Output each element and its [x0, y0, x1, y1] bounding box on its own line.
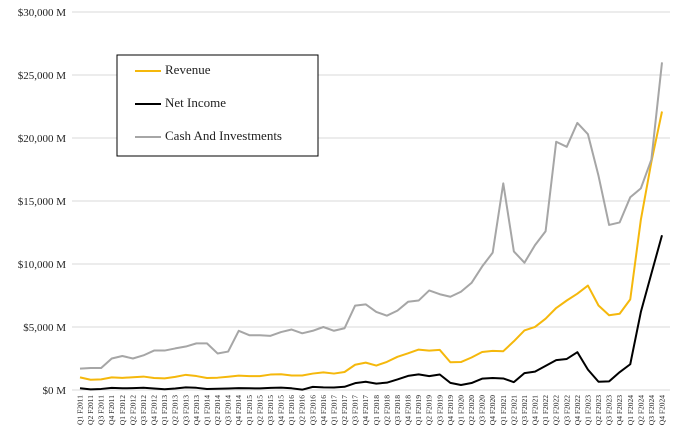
x-tick-label: Q4 F2021 — [531, 395, 540, 425]
x-tick-label: Q1 F2014 — [202, 395, 211, 425]
x-tick-label: Q3 F2017 — [351, 395, 360, 425]
x-tick-label: Q2 F2013 — [171, 395, 180, 425]
x-tick-label: Q4 F2018 — [404, 395, 413, 425]
x-tick-label: Q4 F2020 — [488, 395, 497, 425]
x-tick-label: Q1 F2021 — [499, 395, 508, 425]
x-tick-label: Q4 F2023 — [615, 395, 624, 425]
y-tick-label: $15,000 M — [18, 196, 67, 208]
x-tick-label: Q1 F2024 — [626, 395, 635, 425]
x-tick-label: Q1 F2015 — [245, 395, 254, 425]
x-tick-label: Q2 F2021 — [509, 395, 518, 425]
x-tick-label: Q1 F2016 — [287, 395, 296, 425]
legend-label: Cash And Investments — [165, 128, 282, 143]
x-tick-label: Q1 F2020 — [456, 395, 465, 425]
x-tick-label: Q1 F2022 — [541, 395, 550, 425]
x-tick-label: Q4 F2022 — [573, 395, 582, 425]
x-tick-label: Q1 F2013 — [160, 395, 169, 425]
x-tick-label: Q3 F2023 — [605, 395, 614, 425]
legend-label: Net Income — [165, 95, 226, 110]
x-tick-label: Q3 F2021 — [520, 395, 529, 425]
x-tick-label: Q2 F2012 — [128, 395, 137, 425]
y-tick-label: $25,000 M — [18, 70, 67, 82]
x-tick-label: Q3 F2013 — [181, 395, 190, 425]
x-tick-label: Q1 F2023 — [583, 395, 592, 425]
x-tick-label: Q4 F2014 — [234, 395, 243, 425]
x-tick-label: Q4 F2019 — [446, 395, 455, 425]
series-line — [79, 111, 663, 381]
series-line — [79, 62, 663, 370]
y-tick-label: $0 M — [42, 385, 66, 397]
x-tick-label: Q2 F2024 — [636, 395, 645, 425]
x-tick-label: Q1 F2017 — [329, 395, 338, 425]
x-tick-label: Q2 F2022 — [552, 395, 561, 425]
x-tick-label: Q3 F2014 — [224, 395, 233, 425]
x-tick-label: Q4 F2011 — [107, 395, 116, 425]
x-tick-label: Q3 F2015 — [266, 395, 275, 425]
x-tick-label: Q1 F2012 — [118, 395, 127, 425]
y-tick-label: $20,000 M — [18, 133, 67, 145]
x-tick-label: Q2 F2020 — [467, 395, 476, 425]
x-tick-label: Q4 F2012 — [150, 395, 159, 425]
x-tick-label: Q1 F2011 — [76, 395, 85, 425]
x-tick-label: Q2 F2019 — [425, 395, 434, 425]
x-tick-label: Q3 F2022 — [562, 395, 571, 425]
series-line — [79, 234, 663, 391]
x-tick-label: Q2 F2015 — [255, 395, 264, 425]
x-tick-label: Q3 F2018 — [393, 395, 402, 425]
x-tick-label: Q4 F2017 — [361, 395, 370, 425]
x-tick-label: Q4 F2024 — [658, 395, 667, 425]
x-tick-label: Q3 F2019 — [435, 395, 444, 425]
x-tick-label: Q4 F2016 — [319, 395, 328, 425]
x-tick-label: Q2 F2023 — [594, 395, 603, 425]
x-tick-label: Q2 F2018 — [382, 395, 391, 425]
x-tick-label: Q1 F2019 — [414, 395, 423, 425]
x-tick-label: Q3 F2011 — [97, 395, 106, 425]
x-tick-label: Q4 F2015 — [277, 395, 286, 425]
y-tick-label: $30,000 M — [18, 7, 67, 19]
x-tick-label: Q2 F2016 — [298, 395, 307, 425]
x-tick-label: Q3 F2020 — [478, 395, 487, 425]
x-tick-label: Q2 F2014 — [213, 395, 222, 425]
x-tick-label: Q4 F2013 — [192, 395, 201, 425]
y-tick-label: $10,000 M — [18, 259, 67, 271]
x-tick-label: Q3 F2024 — [647, 395, 656, 425]
x-tick-label: Q2 F2011 — [86, 395, 95, 425]
x-tick-label: Q3 F2012 — [139, 395, 148, 425]
x-tick-label: Q2 F2017 — [340, 395, 349, 425]
x-tick-label: Q3 F2016 — [308, 395, 317, 425]
x-tick-label: Q1 F2018 — [372, 395, 381, 425]
legend-label: Revenue — [165, 62, 211, 77]
y-tick-label: $5,000 M — [23, 322, 66, 334]
